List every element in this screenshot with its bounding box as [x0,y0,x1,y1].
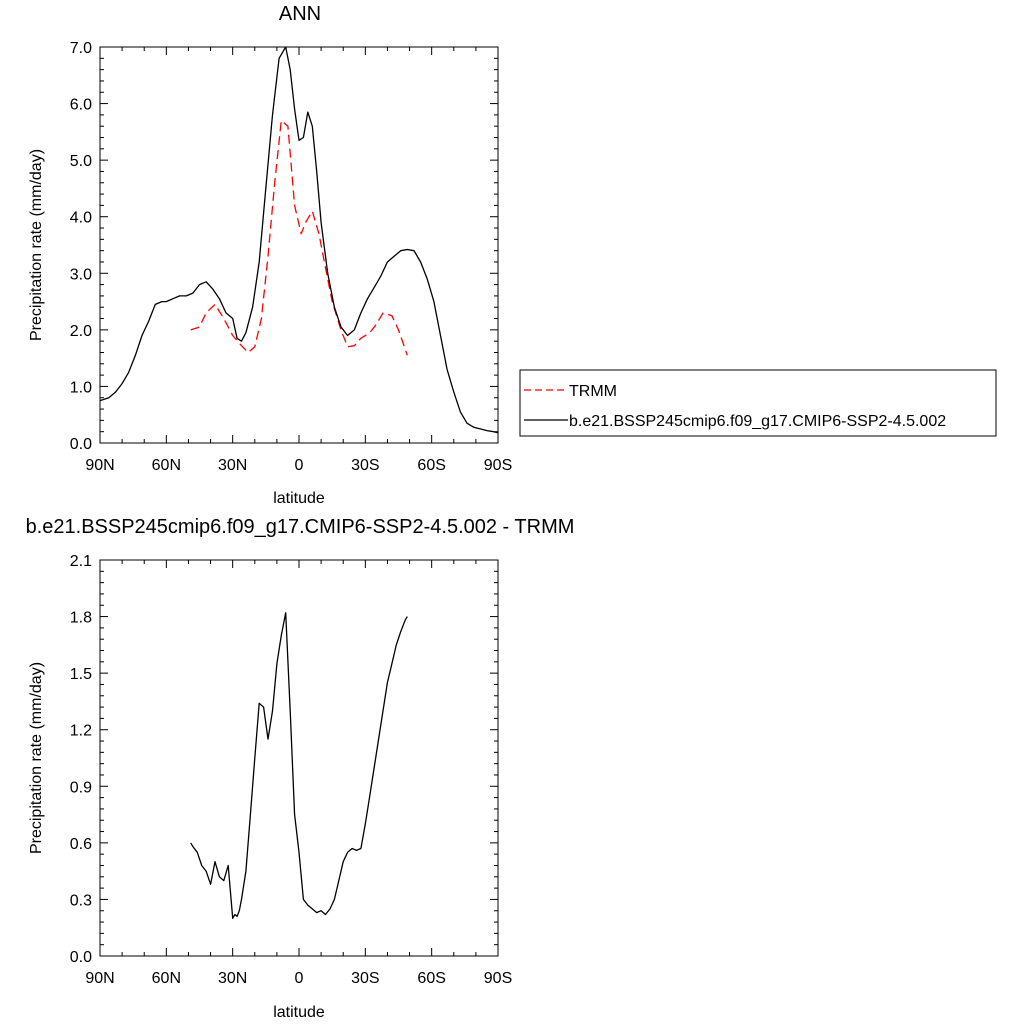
x-tick-label: 90S [484,970,512,987]
x-tick-label: 0 [295,970,304,987]
legend: TRMM b.e21.BSSP245cmip6.f09_g17.CMIP6-SS… [519,369,997,437]
x-tick-label: 90S [484,457,512,474]
x-tick-label: 90N [85,970,114,987]
top-axes: 90N 60N 30N 0 30S 60S 90S 0.0 1.0 2.0 3.0 4.0 5.0 6.0… [70,40,512,474]
y-tick-label: 7.0 [70,40,92,57]
y-tick-label: 1.8 [70,610,92,627]
legend-trmm-label: TRMM [569,383,617,400]
trmm-series-line [190,119,408,356]
y-tick-label: 2.0 [70,323,92,340]
x-tick-label: 30N [218,970,247,987]
y-tick-label: 0.3 [70,892,92,909]
bottom-y-axis-label: Precipitation rate (mm/day) [28,662,45,854]
top-panel: ANN 90N 60N 30N 0 30S 60S 90S 0.0 1.0 2.0 3.0 4.0 5.… [28,3,512,507]
top-series-lines [99,46,499,434]
x-tick-label: 90N [85,457,114,474]
y-tick-label: 1.0 [70,379,92,396]
top-chart-title: ANN [279,3,321,25]
y-tick-label: 0.0 [70,436,92,453]
x-tick-label: 60S [417,457,445,474]
top-x-axis-label: latitude [273,490,325,507]
x-tick-label: 30S [351,970,379,987]
y-tick-label: 1.5 [70,666,92,683]
y-tick-label: 0.0 [70,949,92,966]
bottom-axes: 90N 60N 30N 0 30S 60S 90S 0.0 0.3 0.6 0.9 1.2 1.5 1.8… [70,553,512,987]
bottom-panel: b.e21.BSSP245cmip6.f09_g17.CMIP6-SSP2-4.… [26,516,575,1021]
legend-box [519,369,997,437]
top-plot-frame [99,46,499,444]
y-tick-label: 2.1 [70,553,92,570]
top-y-axis-label: Precipitation rate (mm/day) [28,149,45,341]
x-tick-label: 60N [152,970,181,987]
difference-series-line [190,612,408,919]
y-tick-label: 1.2 [70,723,92,740]
x-tick-label: 60N [152,457,181,474]
x-tick-label: 30N [218,457,247,474]
y-tick-label: 5.0 [70,153,92,170]
x-tick-label: 0 [295,457,304,474]
x-tick-label: 60S [417,970,445,987]
y-tick-label: 0.9 [70,779,92,796]
bottom-series-lines [190,612,408,919]
bottom-chart-title: b.e21.BSSP245cmip6.f09_g17.CMIP6-SSP2-4.… [26,516,575,538]
y-tick-label: 6.0 [70,97,92,114]
model-series-line [99,46,499,434]
bottom-plot-frame [99,559,499,957]
legend-model-label: b.e21.BSSP245cmip6.f09_g17.CMIP6-SSP2-4.… [569,413,946,430]
y-tick-label: 3.0 [70,266,92,283]
bottom-x-axis-label: latitude [273,1004,325,1021]
y-tick-label: 4.0 [70,210,92,227]
x-tick-label: 30S [351,457,379,474]
y-tick-label: 0.6 [70,836,92,853]
